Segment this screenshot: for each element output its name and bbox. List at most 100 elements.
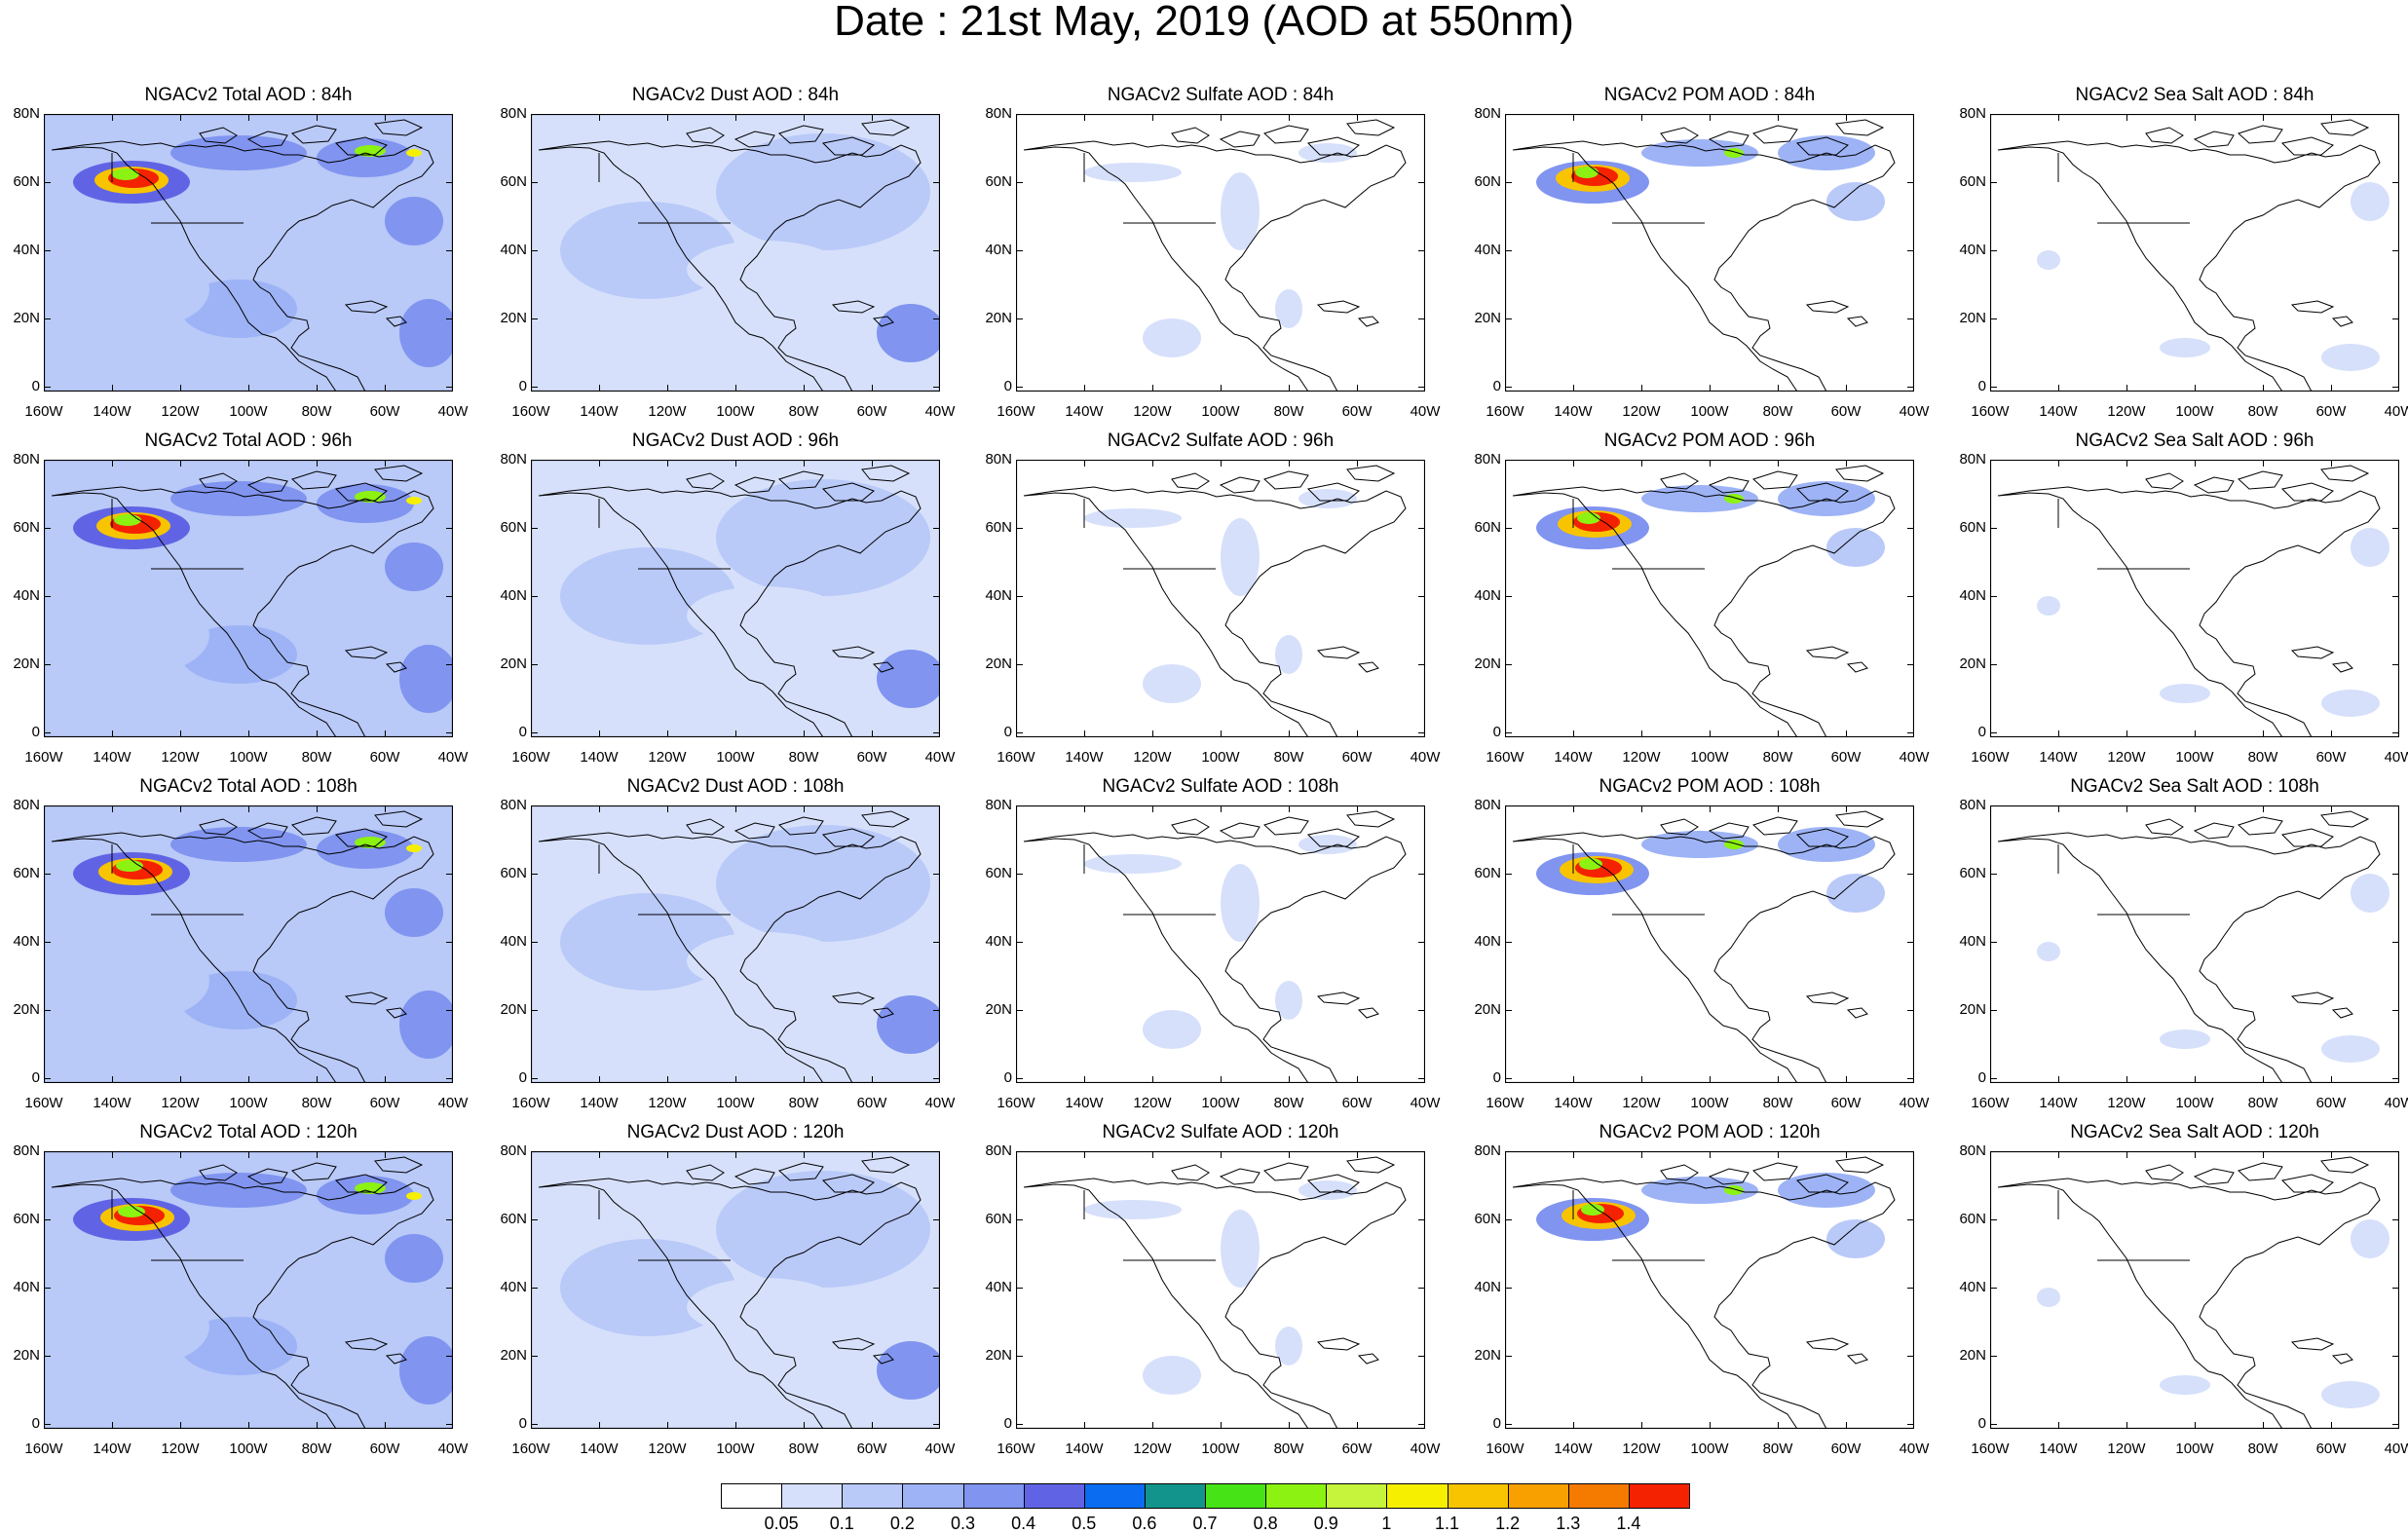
- island-outline: [1805, 646, 1850, 659]
- longitude-tick-label: 40W: [437, 749, 469, 766]
- island-outline: [2193, 822, 2235, 840]
- island-outline: [1752, 1162, 1798, 1181]
- island-outline: [1357, 1353, 1379, 1365]
- latitude-tick-label: 40N: [985, 933, 1012, 950]
- island-outline: [374, 119, 424, 136]
- longitude-tick-label: 80W: [301, 1440, 332, 1457]
- longitude-tick-label: 60W: [856, 749, 887, 766]
- longitude-tick-label: 40W: [2384, 749, 2408, 766]
- latitude-tick-label: 40N: [1474, 933, 1501, 950]
- island-outline: [778, 125, 824, 144]
- coastline: [51, 486, 434, 737]
- longitude-tick-label: 160W: [997, 1440, 1035, 1457]
- panel-title: NGACv2 POM AOD : 120h: [1599, 1122, 1821, 1142]
- aod-map: [1016, 1151, 1425, 1429]
- latitude-tick-label: 0: [518, 378, 527, 394]
- longitude-tick-label: 160W: [24, 749, 63, 766]
- latitude-tick-label: 80N: [1474, 797, 1501, 813]
- latitude-tick-label: 80N: [985, 105, 1012, 122]
- latitude-tick-label: 20N: [1474, 655, 1501, 672]
- island-outline: [734, 822, 775, 840]
- island-outline: [1835, 810, 1885, 828]
- panel-title: NGACv2 POM AOD : 108h: [1599, 776, 1821, 797]
- island-outline: [1357, 1007, 1379, 1019]
- longitude-tick-label: 80W: [2247, 1095, 2278, 1111]
- longitude-tick-label: 40W: [1410, 1440, 1441, 1457]
- island-outline: [374, 810, 424, 828]
- colorbar-label: 0.1: [829, 1514, 854, 1533]
- colorbar-swatch: [1628, 1483, 1690, 1509]
- aod-field-area: [1826, 528, 1885, 567]
- colorbar-label: 0.2: [889, 1514, 915, 1533]
- latitude-tick-label: 80N: [985, 1142, 1012, 1159]
- latitude-tick-label: 20N: [13, 310, 40, 326]
- island-outline: [861, 465, 911, 482]
- latitude-tick-label: 0: [1003, 1415, 1012, 1432]
- map-panel: NGACv2 POM AOD : 108h 80N 60N 40N 20N 0 160W 14…: [1474, 776, 1929, 1111]
- island-outline: [778, 470, 824, 490]
- aod-map: [1990, 1151, 2399, 1429]
- map-panel: NGACv2 Sulfate AOD : 120h 80N 60N 40N 20N 0 16…: [985, 1122, 1440, 1457]
- aod-field-area: [2160, 338, 2210, 357]
- aod-field-area: [687, 1278, 843, 1336]
- longitude-tick-label: 100W: [1690, 1440, 1729, 1457]
- latitude-tick-label: 20N: [500, 310, 527, 326]
- longitude-tick-label: 120W: [648, 1440, 687, 1457]
- country-border: [1572, 844, 1705, 916]
- coastline: [1023, 486, 1407, 737]
- island-outline: [199, 818, 238, 836]
- aod-field-area: [1221, 864, 1260, 942]
- longitude-tick-label: 160W: [1971, 1095, 2010, 1111]
- aod-map: [44, 460, 453, 737]
- latitude-tick-label: 20N: [500, 655, 527, 672]
- aod-field-area: [406, 844, 422, 852]
- longitude-tick-label: 40W: [924, 749, 956, 766]
- colorbar-swatch: [1447, 1483, 1509, 1509]
- colorbar-label: 0.8: [1253, 1514, 1278, 1533]
- island-outline: [1219, 476, 1260, 494]
- aod-field-area: [2351, 182, 2389, 221]
- country-border: [1083, 1190, 1216, 1261]
- latitude-tick-label: 40N: [13, 1279, 40, 1295]
- map-panel: NGACv2 Sulfate AOD : 84h 80N 60N 40N 20N 0 160…: [985, 85, 1440, 420]
- island-outline: [1660, 1164, 1699, 1181]
- island-outline: [385, 1007, 407, 1019]
- island-outline: [1708, 1168, 1750, 1185]
- island-outline: [334, 1174, 388, 1193]
- longitude-tick-label: 100W: [229, 403, 268, 420]
- coastline: [1997, 1178, 2381, 1429]
- longitude-tick-label: 140W: [2039, 1095, 2078, 1111]
- longitude-tick-label: 100W: [2175, 1095, 2214, 1111]
- country-border: [2057, 499, 2190, 570]
- longitude-tick-label: 160W: [24, 1095, 63, 1111]
- longitude-tick-label: 40W: [2384, 1095, 2408, 1111]
- longitude-tick-label: 40W: [924, 403, 956, 420]
- latitude-tick-label: 0: [1977, 1069, 1986, 1086]
- longitude-tick-label: 140W: [1065, 749, 1104, 766]
- longitude-tick-label: 80W: [1762, 1440, 1793, 1457]
- latitude-tick-label: 40N: [13, 933, 40, 950]
- coastline: [1023, 1178, 1407, 1429]
- panel-title: NGACv2 Sulfate AOD : 108h: [1102, 776, 1339, 797]
- aod-field-area: [2321, 1381, 2380, 1408]
- island-outline: [734, 476, 775, 494]
- aod-field-area: [170, 481, 307, 516]
- island-outline: [872, 316, 894, 327]
- longitude-tick-label: 40W: [1410, 749, 1441, 766]
- longitude-tick-label: 160W: [511, 403, 550, 420]
- panel-title: NGACv2 Total AOD : 108h: [139, 776, 357, 797]
- longitude-tick-label: 120W: [1622, 1095, 1661, 1111]
- latitude-tick-label: 60N: [500, 173, 527, 190]
- island-outline: [246, 476, 288, 494]
- colorbar-swatch: [1567, 1483, 1630, 1509]
- longitude-tick-label: 40W: [924, 1095, 956, 1111]
- island-outline: [1708, 476, 1750, 494]
- map-panel: NGACv2 POM AOD : 120h 80N 60N 40N 20N 0 160W 14…: [1474, 1122, 1929, 1457]
- map-panel: NGACv2 POM AOD : 84h 80N 60N 40N 20N 0 160W 140…: [1474, 85, 1929, 420]
- island-outline: [2280, 1174, 2334, 1193]
- aod-field-area: [1084, 163, 1182, 182]
- island-outline: [831, 300, 876, 314]
- longitude-tick-label: 60W: [856, 1095, 887, 1111]
- aod-field-area: [1143, 1010, 1201, 1049]
- island-outline: [1835, 119, 1885, 136]
